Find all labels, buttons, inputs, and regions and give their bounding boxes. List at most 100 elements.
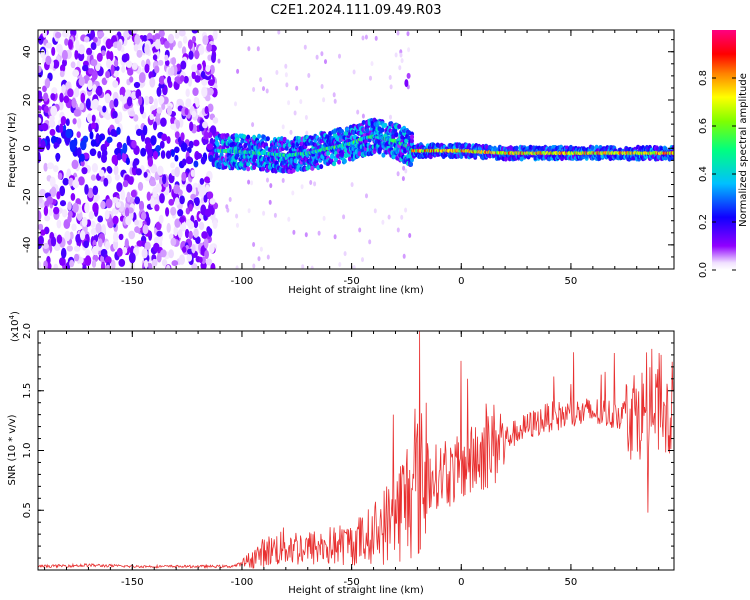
spectrogram-cell [219, 152, 224, 158]
spectrogram-cell [203, 238, 209, 249]
spectrogram-cell [122, 180, 129, 188]
spectrogram-cell [134, 34, 141, 45]
spectrogram-cell [153, 98, 158, 109]
spectrogram-cell [38, 210, 42, 222]
spectrogram-cell [193, 228, 199, 238]
spectrogram-cell [342, 214, 346, 220]
spectrogram-cell [101, 77, 108, 86]
spectrogram-cell [85, 98, 91, 110]
spectrogram-cell [83, 240, 89, 249]
spectrogram-cell [206, 226, 211, 234]
spectrogram-cell [56, 219, 62, 229]
snr-y-label: SNR (10 * v/v) [7, 414, 18, 485]
spectrogram-cell [131, 30, 139, 34]
spectrogram-cell [90, 59, 98, 67]
spectrogram-cell [91, 114, 96, 123]
spectrogram-cell [252, 165, 257, 170]
spectrogram-cell [160, 150, 166, 159]
spectrogram-cell [91, 245, 99, 256]
spectrogram-cell [137, 181, 144, 191]
spectrogram-cell [228, 197, 232, 202]
tick-label: 0.5 [22, 502, 33, 518]
spectrogram-cell [64, 230, 71, 242]
spectrogram-cell [61, 84, 66, 94]
spectrogram-cell [168, 198, 175, 206]
spectrogram-cell [61, 49, 68, 61]
spectrogram-cell [204, 208, 212, 218]
spectrogram-cell [396, 227, 400, 233]
spectrogram-cell [503, 156, 508, 162]
spectrogram-cell [333, 98, 337, 104]
spectrogram-cell [178, 117, 184, 128]
spectrogram-cell [317, 230, 321, 236]
spectrogram-cell [277, 30, 281, 35]
spectrogram-cell [200, 70, 206, 79]
spectrogram-cell [166, 222, 171, 233]
spectrogram-cell [211, 53, 216, 64]
spectrogram-cell [212, 219, 218, 229]
spectrogram-cell [153, 242, 160, 253]
spectrogram-cell [167, 33, 175, 44]
spectrogram-cell [322, 215, 326, 221]
spectrogram-cell [179, 195, 185, 205]
spectrogram-cell [259, 246, 263, 252]
spectrogram-cell [97, 150, 102, 159]
spectrogram-cell [281, 178, 285, 183]
spectrogram-cell [123, 30, 130, 38]
spectrogram-cell [332, 161, 337, 167]
spectrogram-cell [122, 142, 128, 154]
spectrogram-cell [40, 229, 46, 236]
spectrogram-cell [105, 58, 112, 69]
spectrogram-cell [185, 219, 192, 227]
spectrogram-cell [53, 243, 61, 252]
spectrogram-cell [144, 43, 150, 55]
spectrogram-cell [124, 238, 129, 250]
spectrogram-cell [141, 248, 148, 259]
snr-x-label: Height of straight line (km) [288, 585, 424, 596]
spectrogram-cell [151, 258, 158, 267]
spectrogram-cell [236, 68, 240, 74]
spectrogram-cell [247, 179, 251, 185]
spectrogram-cell [273, 168, 278, 174]
spectrogram-cell [165, 264, 171, 269]
spectrogram-cell [133, 44, 139, 52]
spectrogram-cell [391, 135, 396, 140]
colorbar: 0.0 0.2 0.4 0.6 0.8 Normalized spectral ampl… [698, 30, 749, 278]
spectrogram-cell [141, 59, 146, 68]
spectrogram-cell [112, 80, 119, 88]
spectrogram-cell [212, 30, 218, 41]
spectrogram-y-label: Frequency (Hz) [7, 112, 18, 188]
spectrogram-cell [112, 215, 119, 225]
spectrogram-cell [43, 260, 48, 269]
spectrogram-cell [112, 231, 119, 243]
spectrogram-cell [111, 196, 119, 204]
spectrogram-cell [85, 249, 91, 257]
tick-label: 0 [458, 276, 464, 287]
spectrogram-cell [69, 231, 74, 240]
spectrogram-cell [315, 54, 319, 60]
spectrogram-cell [285, 82, 289, 88]
spectrogram-cell [265, 136, 270, 142]
spectrogram-cell [51, 46, 56, 57]
spectrogram-cell [179, 75, 185, 82]
spectrogram-cell [40, 139, 46, 150]
spectrogram-cell [121, 53, 128, 63]
spectrogram-cell [171, 260, 179, 267]
spectrogram-cell [201, 256, 206, 265]
spectrogram-cell [179, 216, 186, 223]
spectrogram-cell [82, 64, 89, 72]
spectrogram-cell [135, 128, 143, 137]
spectrogram-cell [333, 234, 337, 240]
spectrogram-cell [113, 165, 119, 176]
spectrogram-cell [92, 202, 99, 214]
spectrogram-cell [42, 85, 47, 93]
spectrogram-cell [116, 247, 123, 257]
spectrogram-cell [132, 160, 137, 169]
spectrogram-cell [404, 138, 409, 144]
spectrogram-cell [149, 179, 157, 187]
spectrogram-cell [78, 76, 86, 87]
spectrogram-cell [183, 35, 188, 44]
spectrogram-cell [72, 69, 80, 78]
spectrogram-cell [195, 236, 201, 244]
spectrogram-cell [208, 243, 215, 254]
